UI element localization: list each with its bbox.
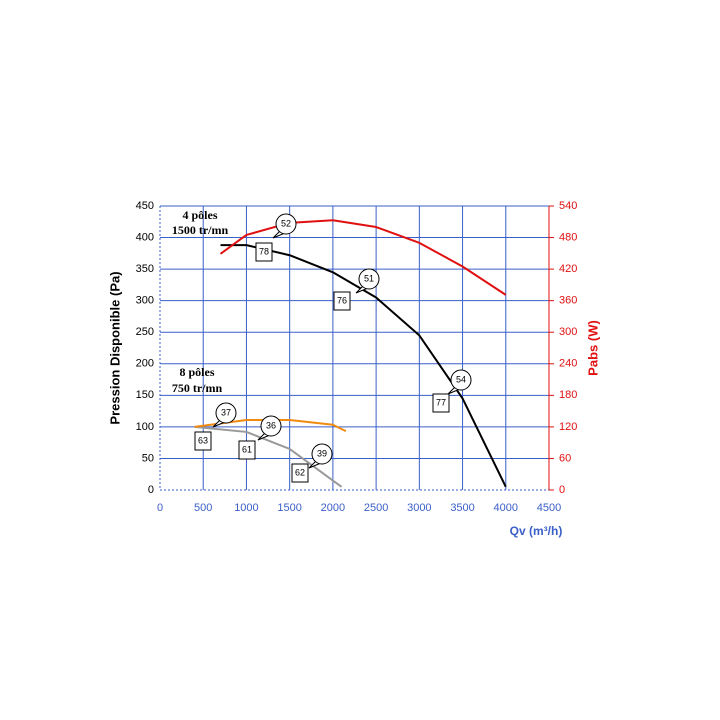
group-label: 1500 tr/mn xyxy=(172,223,229,237)
value-box-label: 76 xyxy=(337,295,347,305)
callout-label: 36 xyxy=(266,420,276,430)
value-box-label: 77 xyxy=(436,397,446,407)
value-box-label: 62 xyxy=(295,467,305,477)
callout xyxy=(358,268,380,290)
group-label: 8 pôles xyxy=(179,365,214,379)
value-box-label: 61 xyxy=(242,444,252,454)
y2-tick-label: 300 xyxy=(559,326,577,338)
callout-label: 52 xyxy=(281,218,291,228)
value-box xyxy=(432,393,450,413)
x-tick-label: 0 xyxy=(157,502,163,514)
y-tick-label: 200 xyxy=(136,358,154,370)
y-tick-label: 0 xyxy=(148,484,154,496)
callout-label: 54 xyxy=(456,374,466,384)
value-box xyxy=(333,291,351,311)
group-label: 4 pôles xyxy=(182,208,217,222)
value-box-label: 78 xyxy=(259,246,269,256)
callout xyxy=(260,415,282,437)
y2-tick-label: 420 xyxy=(559,263,577,275)
y-tick-label: 250 xyxy=(136,326,154,338)
x-tick-label: 1500 xyxy=(277,502,301,514)
x-tick-label: 4500 xyxy=(537,502,561,514)
x-tick-label: 2000 xyxy=(321,502,345,514)
y2-tick-label: 60 xyxy=(559,452,571,464)
x-tick-label: 4000 xyxy=(494,502,518,514)
group-label: 750 tr/mn xyxy=(172,381,223,395)
x-tick-label: 2500 xyxy=(364,502,388,514)
value-box xyxy=(255,242,273,262)
x-tick-label: 1000 xyxy=(234,502,258,514)
value-box xyxy=(194,431,212,451)
callout-label: 37 xyxy=(221,407,231,417)
x-tick-label: 3000 xyxy=(407,502,431,514)
callout-label: 39 xyxy=(317,448,327,458)
x-axis-title: Qv (m³/h) xyxy=(510,524,563,538)
value-box xyxy=(238,440,256,460)
value-box-label: 63 xyxy=(198,435,208,445)
x-tick-label: 3500 xyxy=(450,502,474,514)
y2-tick-label: 360 xyxy=(559,295,577,307)
value-box xyxy=(291,463,309,483)
y-tick-label: 400 xyxy=(136,231,154,243)
y2-axis-title: Pabs (W) xyxy=(585,320,600,376)
y-tick-label: 150 xyxy=(136,389,154,401)
x-tick-label: 500 xyxy=(194,502,212,514)
callout xyxy=(450,369,472,391)
series-line xyxy=(219,219,507,296)
y2-tick-label: 180 xyxy=(559,389,577,401)
y-tick-label: 350 xyxy=(136,263,154,275)
y-tick-label: 450 xyxy=(136,200,154,212)
y2-tick-label: 540 xyxy=(559,200,577,212)
callout xyxy=(311,443,333,465)
y2-tick-label: 0 xyxy=(559,484,565,496)
y2-tick-label: 480 xyxy=(559,231,577,243)
y-tick-label: 100 xyxy=(136,421,154,433)
callout xyxy=(215,402,237,424)
callout-label: 51 xyxy=(364,273,374,283)
y2-tick-label: 120 xyxy=(559,421,577,433)
y2-tick-label: 240 xyxy=(559,358,577,370)
y-axis-title: Pression Disponible (Pa) xyxy=(107,271,122,424)
y-tick-label: 300 xyxy=(136,295,154,307)
callout xyxy=(275,213,297,235)
series-line xyxy=(194,425,343,488)
y-tick-label: 50 xyxy=(142,452,154,464)
